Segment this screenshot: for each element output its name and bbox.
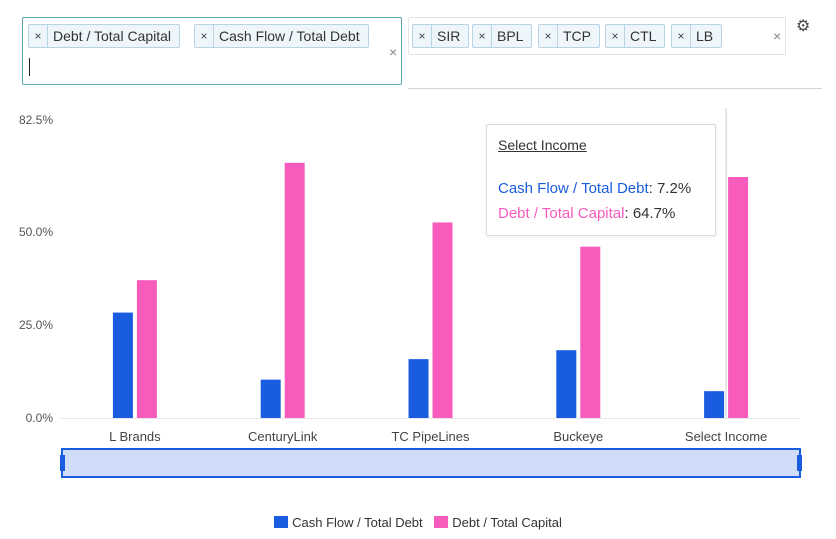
y-tick-label: 0.0% bbox=[26, 411, 54, 425]
x-tick-label: L Brands bbox=[109, 429, 161, 444]
tooltip-row-debt-capital: Debt / Total Capital: 64.7% bbox=[498, 205, 676, 222]
legend-swatch bbox=[434, 516, 449, 528]
chip-label: TCP bbox=[563, 28, 591, 44]
x-tick-label: TC PipeLines bbox=[391, 429, 470, 444]
chart-tooltip: Select Income Cash Flow / Total Debt: 7.… bbox=[486, 124, 716, 236]
bar-cash-flow[interactable] bbox=[408, 359, 429, 418]
y-tick-label: 25.0% bbox=[19, 318, 53, 332]
x-tick-label: Buckeye bbox=[553, 429, 603, 444]
chip-label: Debt / Total Capital bbox=[53, 28, 172, 44]
chip-label: SIR bbox=[437, 28, 461, 44]
bar-cash-flow[interactable] bbox=[704, 391, 725, 418]
bar-debt-capital[interactable] bbox=[136, 280, 157, 418]
clear-metrics-icon[interactable]: × bbox=[389, 44, 398, 60]
ticker-chip-tcp: × TCP bbox=[538, 24, 600, 48]
bar-cash-flow[interactable] bbox=[112, 312, 133, 418]
chip-label: CTL bbox=[630, 28, 657, 44]
y-tick-label: 82.5% bbox=[19, 113, 53, 127]
bar-debt-capital[interactable] bbox=[432, 222, 453, 418]
range-navigator[interactable] bbox=[61, 448, 801, 478]
remove-chip-icon[interactable]: × bbox=[195, 25, 214, 47]
remove-chip-icon[interactable]: × bbox=[539, 25, 558, 47]
tooltip-value: 7.2% bbox=[656, 180, 692, 197]
chart-legend: Cash Flow / Total Debt Debt / Total Capi… bbox=[0, 515, 836, 530]
remove-chip-icon[interactable]: × bbox=[413, 25, 432, 47]
header-divider bbox=[408, 88, 822, 89]
remove-chip-icon[interactable]: × bbox=[672, 25, 691, 47]
gear-icon[interactable]: ⚙ bbox=[796, 18, 811, 35]
navigator-left-handle[interactable] bbox=[60, 455, 65, 471]
legend-item-debt-capital[interactable]: Debt / Total Capital bbox=[434, 515, 562, 530]
legend-label: Cash Flow / Total Debt bbox=[292, 515, 423, 530]
chip-label: Cash Flow / Total Debt bbox=[219, 28, 360, 44]
bar-debt-capital[interactable] bbox=[580, 246, 601, 418]
remove-chip-icon[interactable]: × bbox=[606, 25, 625, 47]
x-tick-label: CenturyLink bbox=[248, 429, 318, 444]
ticker-selector[interactable]: × SIR × BPL × TCP × CTL × LB × bbox=[408, 17, 786, 55]
remove-chip-icon[interactable]: × bbox=[473, 25, 492, 47]
clear-tickers-icon[interactable]: × bbox=[773, 28, 782, 44]
tooltip-value: 64.7% bbox=[632, 205, 676, 222]
ticker-chip-sir: × SIR bbox=[412, 24, 470, 48]
chip-label: LB bbox=[696, 28, 714, 44]
legend-label: Debt / Total Capital bbox=[452, 515, 562, 530]
chip-label: BPL bbox=[497, 28, 524, 44]
metric-chip-debt-total-capital: × Debt / Total Capital bbox=[28, 24, 181, 48]
remove-chip-icon[interactable]: × bbox=[29, 25, 48, 47]
bar-debt-capital[interactable] bbox=[728, 176, 749, 418]
ticker-chip-lb: × LB bbox=[671, 24, 723, 48]
bar-cash-flow[interactable] bbox=[260, 379, 281, 418]
ticker-chip-ctl: × CTL bbox=[605, 24, 666, 48]
legend-item-cash-flow[interactable]: Cash Flow / Total Debt bbox=[274, 515, 423, 530]
y-tick-label: 50.0% bbox=[19, 225, 53, 239]
metric-selector[interactable]: × Debt / Total Capital × Cash Flow / Tot… bbox=[22, 17, 402, 85]
text-caret[interactable] bbox=[29, 58, 30, 76]
ticker-chip-bpl: × BPL bbox=[472, 24, 533, 48]
tooltip-row-cash-flow: Cash Flow / Total Debt: 7.2% bbox=[498, 180, 692, 197]
legend-swatch bbox=[274, 516, 289, 528]
metric-chip-cash-flow-total-debt: × Cash Flow / Total Debt bbox=[194, 24, 369, 48]
navigator-right-handle[interactable] bbox=[797, 455, 802, 471]
tooltip-title: Select Income bbox=[498, 137, 587, 153]
bar-debt-capital[interactable] bbox=[284, 162, 305, 418]
bar-cash-flow[interactable] bbox=[556, 350, 577, 418]
tooltip-label: Cash Flow / Total Debt bbox=[498, 180, 649, 197]
tooltip-label: Debt / Total Capital bbox=[498, 205, 625, 222]
x-tick-label: Select Income bbox=[685, 429, 767, 444]
